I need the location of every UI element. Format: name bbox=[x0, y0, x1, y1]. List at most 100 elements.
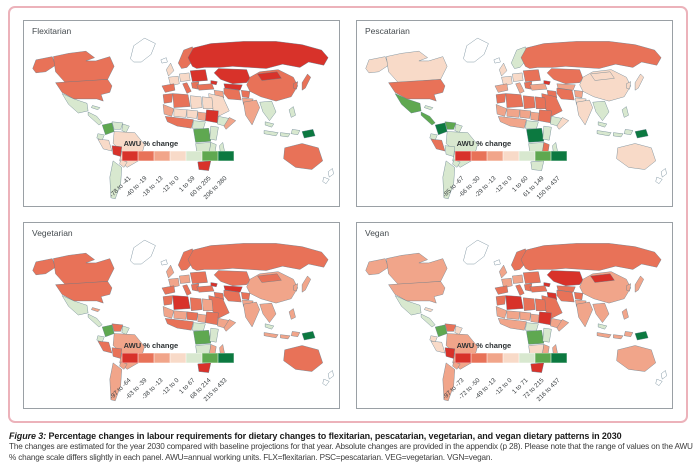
country-indonesia1 bbox=[596, 130, 612, 137]
legend-swatch bbox=[185, 151, 202, 162]
country-usa bbox=[55, 281, 113, 304]
country-camerica bbox=[87, 313, 103, 328]
country-uk bbox=[166, 62, 175, 77]
legend-swatch bbox=[137, 151, 154, 162]
country-easteurope bbox=[189, 271, 208, 284]
country-algeria bbox=[505, 295, 524, 310]
country-australia bbox=[616, 143, 656, 170]
country-afghanistan bbox=[241, 90, 251, 99]
country-mexico bbox=[61, 93, 89, 114]
country-chad bbox=[197, 313, 207, 323]
country-balkans bbox=[191, 81, 200, 90]
legend-swatch bbox=[201, 353, 218, 364]
country-caucasus bbox=[210, 282, 218, 288]
country-japan bbox=[301, 275, 311, 293]
country-uk bbox=[166, 264, 175, 279]
legend-title: AWU % change bbox=[123, 139, 179, 149]
country-india bbox=[243, 301, 260, 328]
legend-swatch bbox=[217, 151, 234, 162]
world-map-svg bbox=[365, 37, 667, 200]
world-map bbox=[357, 233, 672, 408]
map-panel-vegetarian: Vegetarian AWU % change -97 to -64 -63 to… bbox=[23, 222, 340, 409]
country-mexico bbox=[61, 295, 89, 316]
country-mali bbox=[506, 310, 521, 320]
country-morocco bbox=[495, 295, 507, 306]
country-bolivia bbox=[111, 145, 122, 157]
country-iberia bbox=[161, 83, 176, 93]
map-legend: AWU % change -97 to -73 -72 to -50 -49 to … bbox=[441, 341, 600, 404]
country-newzealand2 bbox=[322, 176, 330, 184]
country-newzealand2 bbox=[655, 378, 663, 386]
country-seasia bbox=[259, 100, 277, 121]
country-cameroon_caf bbox=[525, 120, 539, 130]
country-indonesia2 bbox=[280, 132, 291, 138]
caption-title-line: Figure 3: Percentage changes in labour r… bbox=[9, 431, 693, 441]
country-korea bbox=[293, 81, 298, 90]
country-newzealand bbox=[327, 168, 334, 178]
country-turkey bbox=[529, 83, 548, 91]
legend-swatch bbox=[502, 353, 519, 364]
country-canada bbox=[53, 50, 115, 83]
legend-swatches bbox=[454, 151, 600, 162]
legend-title: AWU % change bbox=[123, 341, 179, 351]
country-alaska bbox=[32, 56, 56, 74]
country-canada bbox=[386, 50, 448, 83]
country-iceland bbox=[160, 259, 168, 266]
country-libya bbox=[189, 297, 203, 311]
country-algeria bbox=[172, 295, 191, 310]
legend-swatch bbox=[518, 151, 535, 162]
country-philippines bbox=[621, 308, 629, 320]
country-iceland bbox=[160, 57, 168, 64]
map-legend: AWU % change -97 to -64 -63 to -39 -38 to … bbox=[108, 341, 267, 404]
legend-swatch bbox=[185, 353, 202, 364]
country-newzealand2 bbox=[322, 378, 330, 386]
country-cuba bbox=[424, 105, 434, 111]
country-kazakh bbox=[213, 270, 251, 286]
country-australia bbox=[283, 143, 323, 170]
country-guyanas bbox=[121, 123, 130, 133]
legend-swatch bbox=[534, 353, 551, 364]
country-egypt bbox=[201, 298, 214, 311]
country-usa bbox=[55, 79, 113, 102]
country-bolivia bbox=[111, 347, 122, 359]
country-libya bbox=[522, 95, 536, 109]
country-camerica bbox=[420, 111, 436, 126]
country-afghanistan bbox=[574, 90, 584, 99]
country-japan bbox=[634, 73, 644, 91]
figure-caption: Figure 3: Percentage changes in labour r… bbox=[9, 431, 693, 463]
country-cuba bbox=[91, 105, 101, 111]
country-png bbox=[634, 129, 649, 139]
country-japan bbox=[634, 275, 644, 293]
country-somalia bbox=[556, 319, 570, 332]
country-italy bbox=[515, 82, 525, 94]
country-newzealand bbox=[660, 370, 667, 380]
country-bolivia bbox=[444, 145, 455, 157]
country-camerica bbox=[87, 111, 103, 126]
country-colombia bbox=[435, 122, 448, 135]
country-egypt bbox=[534, 298, 547, 311]
map-panel-flexitarian: Flexitarian AWU % change -78 to -41 -40 t… bbox=[23, 20, 340, 207]
legend-swatch bbox=[550, 151, 567, 162]
country-iran bbox=[223, 87, 242, 101]
caption-title: Percentage changes in labour requirement… bbox=[48, 431, 622, 441]
country-newzealand bbox=[327, 370, 334, 380]
country-turkey bbox=[529, 285, 548, 293]
panel-title: Pescatarian bbox=[365, 26, 410, 36]
country-japan bbox=[301, 73, 311, 91]
country-balkans bbox=[191, 283, 200, 292]
country-italy bbox=[182, 284, 192, 296]
country-malaysia bbox=[264, 121, 275, 128]
country-drc bbox=[526, 330, 545, 345]
country-drc bbox=[193, 128, 212, 143]
country-cuba bbox=[424, 307, 434, 313]
country-korea bbox=[626, 283, 631, 292]
country-morocco bbox=[495, 93, 507, 104]
country-chile_argentina bbox=[442, 362, 455, 402]
country-iberia bbox=[494, 83, 509, 93]
legend-swatch bbox=[534, 151, 551, 162]
legend-swatch bbox=[137, 353, 154, 364]
country-australia bbox=[616, 345, 656, 372]
country-newzealand2 bbox=[655, 176, 663, 184]
country-mali bbox=[173, 108, 188, 118]
country-korea bbox=[626, 81, 631, 90]
